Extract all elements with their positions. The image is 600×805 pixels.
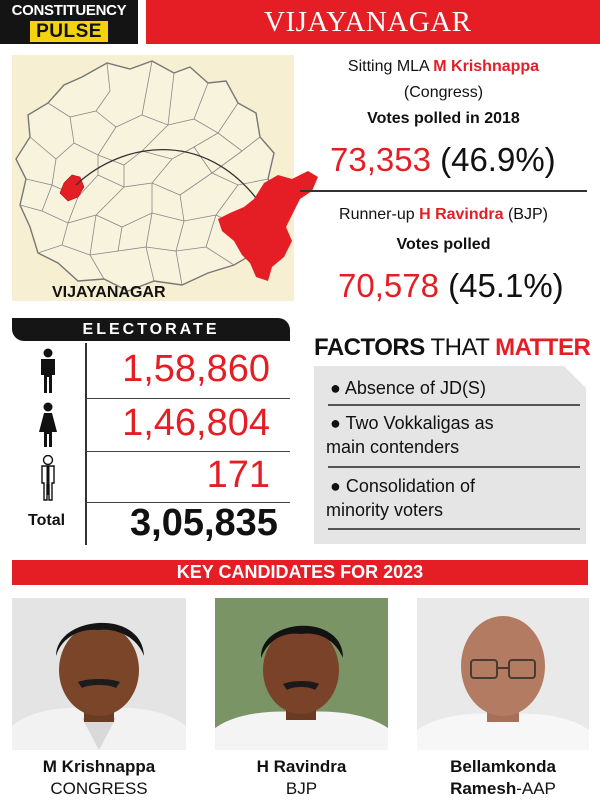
sitting-mla-party: (Congress) (403, 84, 484, 101)
candidate-party-aap: -AAP (516, 779, 556, 798)
electorate-header: ELECTORATE (12, 318, 290, 341)
electorate-vertical-divider (85, 343, 87, 545)
factors-title-c: MATTER (495, 334, 591, 361)
candidate-photo-1 (12, 598, 186, 750)
factor-divider (328, 404, 580, 406)
electorate-row-other: 171 (12, 452, 290, 502)
runner-votes-number: 70,578 (338, 267, 439, 304)
factor-divider (328, 466, 580, 468)
candidate-name: Bellamkonda (450, 757, 556, 776)
factor-item: ● Two Vokkaligas as main contenders (326, 411, 494, 459)
runner-prefix: Runner-up (339, 206, 420, 223)
candidate-name: H Ravindra (256, 757, 347, 776)
candidate-party: CONGRESS (50, 779, 148, 798)
runner-up-line: Runner-up H Ravindra (BJP) (300, 206, 587, 224)
factors-title: FACTORS THAT MATTER (314, 334, 591, 362)
constituency-zoom-shape (218, 171, 318, 281)
city-outline (15, 60, 281, 292)
badge-line-2: PULSE (30, 21, 108, 42)
candidate-portrait (12, 622, 186, 750)
electorate-divider (86, 451, 290, 452)
candidate-name: M Krishnappa (42, 757, 156, 776)
candidate-portrait (417, 616, 589, 750)
male-voters: 1,58,860 (122, 348, 270, 390)
candidate-photo-2 (215, 598, 388, 750)
factor-divider (328, 528, 580, 530)
candidate-name-continued: Ramesh (450, 779, 517, 798)
candidate-portrait (215, 598, 388, 750)
sitting-votes-number: 73,353 (330, 141, 431, 178)
electorate-row-male: 1,58,860 (12, 343, 290, 398)
pointer-arrow (75, 148, 269, 216)
factor-line: ● Absence of JD(S) (330, 378, 486, 398)
constituency-map (12, 55, 318, 301)
factor-item: ● Consolidation of minority voters (326, 474, 475, 522)
runner-up-party: (BJP) (503, 206, 548, 223)
map-illustration (15, 60, 281, 292)
sitting-votes: 73,353 (46.9%) (330, 142, 556, 178)
badge-line-1: CONSTITUENCY (11, 2, 127, 19)
third-gender-icon (41, 455, 55, 501)
constituency-zoom (218, 171, 318, 281)
sitting-votes-percent: (46.9%) (440, 141, 556, 178)
runner-votes-label: Votes polled (396, 236, 491, 253)
total-voters: 3,05,835 (130, 502, 278, 544)
ward-boundaries (19, 60, 269, 286)
electorate-divider (86, 502, 290, 503)
constituency-highlight-small (59, 174, 85, 202)
runner-up-name: H Ravindra (419, 206, 504, 223)
factor-line: ● Two Vokkaligas as (330, 413, 494, 433)
female-voters: 1,46,804 (122, 402, 270, 444)
factors-box: ● Absence of JD(S) ● Two Vokkaligas as m… (314, 366, 586, 544)
map-label: VIJAYANAGAR (52, 284, 166, 301)
factor-item: ● Absence of JD(S) (330, 376, 486, 400)
sitting-votes-label: Votes polled in 2018 (367, 110, 520, 127)
factor-line: ● Consolidation of (330, 476, 475, 496)
candidate-party: BJP (285, 779, 318, 798)
factors-title-a: FACTORS (314, 334, 425, 361)
page-fold-corner (564, 366, 586, 388)
runner-votes: 70,578 (45.1%) (338, 268, 564, 304)
male-icon (41, 348, 55, 393)
candidate-photo-3 (417, 598, 589, 750)
constituency-pulse-badge: CONSTITUENCY PULSE (0, 0, 138, 44)
factor-line: minority voters (326, 500, 444, 520)
sitting-mla-name: M Krishnappa (433, 58, 540, 75)
factors-title-b: THAT (424, 334, 496, 361)
candidate-party: Ramesh-AAP (417, 779, 589, 799)
constituency-title: VIJAYANAGAR (146, 0, 600, 44)
runner-votes-percent: (45.1%) (448, 267, 564, 304)
other-voters: 171 (206, 454, 270, 496)
total-label: Total (28, 512, 66, 529)
section-divider (300, 190, 587, 192)
sitting-prefix: Sitting MLA (347, 58, 434, 75)
factor-line: main contenders (326, 437, 460, 457)
sitting-mla-line: Sitting MLA M Krishnappa (300, 58, 587, 76)
electorate-row-female: 1,46,804 (12, 399, 290, 451)
electorate-divider (86, 398, 290, 399)
key-candidates-header: KEY CANDIDATES FOR 2023 (12, 560, 588, 585)
female-icon (39, 402, 57, 447)
